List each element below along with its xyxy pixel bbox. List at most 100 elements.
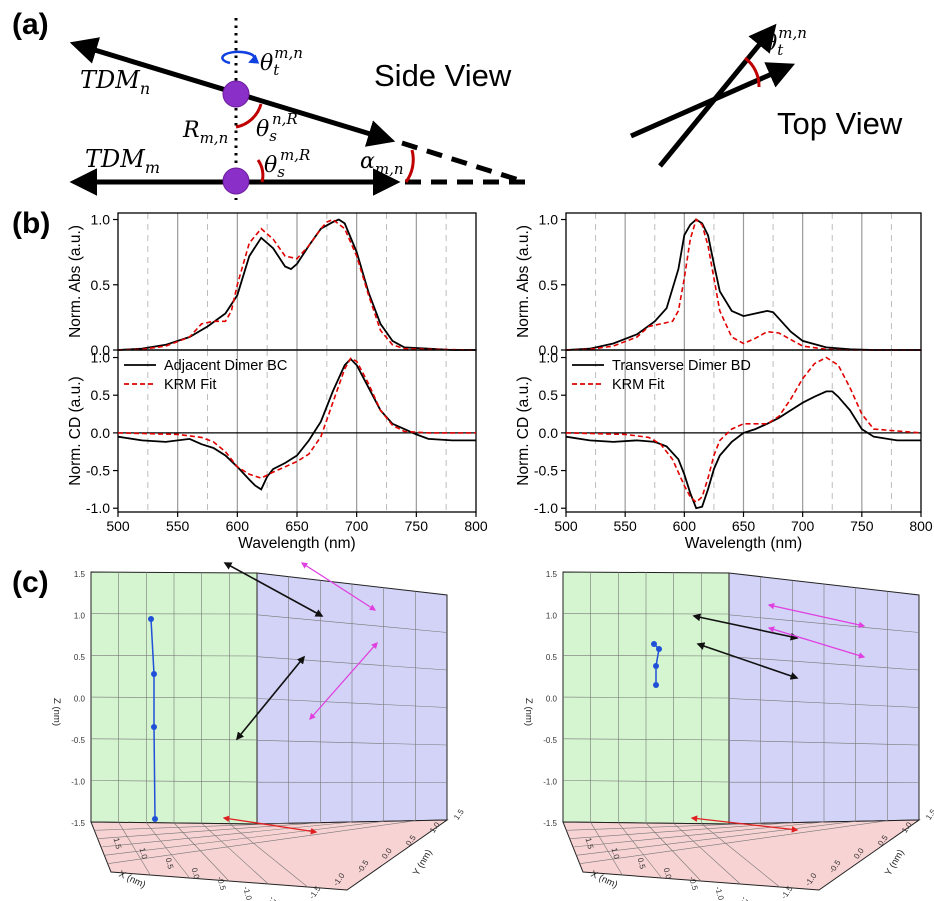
x-tick-label: -0.5 xyxy=(215,876,227,892)
legend-label: KRM Fit xyxy=(164,377,216,393)
x-tick-label: 0.5 xyxy=(164,857,176,871)
panel-b-label: (b) xyxy=(12,207,50,240)
grid-line xyxy=(618,822,662,879)
x-tick-label: 750 xyxy=(850,518,874,534)
y-axis-label: Y (nm) xyxy=(411,848,435,878)
side-view-label: Side View xyxy=(374,58,512,93)
z-tick-label: -1.0 xyxy=(71,778,85,787)
panel-b-charts: 0.0 0.5 1.0 Norm. Abs (a.u.) -1.0 -0.5 0.0 0.5 1… xyxy=(67,212,933,552)
grid-line xyxy=(118,822,151,876)
top-view-arc xyxy=(744,56,761,88)
plot3d-right: 1.5 1.0 0.5 0.0 -0.5 -1.0 -1.5 Z (nm) 1.5 1.0 0.5 0… xyxy=(523,570,934,901)
y-axis-label: Norm. Abs (a.u.) xyxy=(515,225,532,338)
chain-atom xyxy=(651,641,657,647)
x-tick-label: -1.0 xyxy=(713,886,725,901)
x-axis-label: Wavelength (nm) xyxy=(685,535,802,552)
chain-atom xyxy=(148,616,154,622)
z-axis-label: Z (nm) xyxy=(523,698,534,726)
fit-series-line xyxy=(117,218,477,351)
x-tick-label: 0.0 xyxy=(190,867,202,881)
y-tick-label: 0.5 xyxy=(91,277,111,293)
y-tick-label: 0.0 xyxy=(91,342,111,358)
x-tick-label: -0.5 xyxy=(687,876,699,892)
legend-label: Adjacent Dimer BC xyxy=(164,358,287,374)
z-tick-label: 1.0 xyxy=(74,612,86,621)
x-tick-label: 0.0 xyxy=(662,867,674,881)
y-tick-label: 0.5 xyxy=(539,277,559,293)
data-series-line xyxy=(565,390,921,510)
x-tick-label: 1.5 xyxy=(584,837,596,851)
data-series-line xyxy=(117,218,476,351)
chain-line xyxy=(653,643,660,685)
tdm-floor-projection xyxy=(690,815,799,833)
z-tick-label: -1.0 xyxy=(543,778,557,787)
x-tick-label: 500 xyxy=(106,518,130,534)
y-axis-label: Norm. Abs (a.u.) xyxy=(67,225,84,338)
x-tick-label: 0.5 xyxy=(636,857,648,871)
molecule-n xyxy=(222,80,250,108)
y-tick-label: 1.5 xyxy=(924,807,934,822)
y-tick-label: 1.0 xyxy=(539,350,559,366)
z-tick-label: 1.5 xyxy=(546,570,558,579)
y-tick-label: 1.0 xyxy=(91,350,111,366)
x-tick-label: 1.0 xyxy=(138,847,150,861)
y-axis-label: Norm. CD (a.u.) xyxy=(67,376,84,485)
z-tick-label: -0.5 xyxy=(543,736,557,745)
x-tick-label: 800 xyxy=(464,518,488,534)
x-tick-label: 550 xyxy=(613,518,637,534)
molecule-m xyxy=(222,167,250,195)
tdm-vector xyxy=(235,655,306,741)
fit-series-line xyxy=(565,218,921,351)
x-tick-label: 650 xyxy=(285,518,309,534)
chart-abs-left: 0.0 0.5 1.0 Norm. Abs (a.u.) xyxy=(67,212,477,358)
chart-cd-left: -1.0 -0.5 0.0 0.5 1.0 500 550 600 650 700 750 800 No… xyxy=(67,349,488,552)
y-tick-label: 1.0 xyxy=(539,212,559,228)
x-tick-label: 800 xyxy=(909,518,933,534)
y-tick-label: -0.5 xyxy=(534,463,558,479)
y-tick-label: 1.0 xyxy=(91,212,111,228)
chain-atom xyxy=(653,663,659,669)
top-view-tdm-2 xyxy=(629,62,796,139)
grid-line xyxy=(673,823,741,885)
y-tick-label: 0.0 xyxy=(539,342,559,358)
tdm-m-label: TDMm xyxy=(85,145,160,177)
z-tick-label: 1.0 xyxy=(546,612,558,621)
chain-line xyxy=(150,618,156,820)
chain-atom xyxy=(653,682,659,688)
panel-a: (a) TDMn TDMm Rm,n θtm,n θsn,R θsm,R αm,… xyxy=(12,8,903,200)
chain-atom xyxy=(656,646,662,652)
tdm-wall-projection xyxy=(767,602,866,629)
chart-abs-right: 0.0 0.5 1.0 Norm. Abs (a.u.) xyxy=(515,212,922,358)
chain-atom xyxy=(152,816,158,822)
y-tick-label: 0.0 xyxy=(539,425,559,441)
z-tick-label: 0.5 xyxy=(74,653,86,662)
z-tick-label: -1.5 xyxy=(543,819,557,828)
tdm-wall-projection xyxy=(309,642,378,720)
grid-line xyxy=(146,822,190,879)
top-view-label: Top View xyxy=(777,106,903,141)
x-tick-label: 600 xyxy=(673,518,697,534)
theta-s-mr-label: θsm,R xyxy=(264,146,310,181)
tdm-n-label: TDMn xyxy=(80,66,150,98)
x-tick-label: 700 xyxy=(345,518,369,534)
z-tick-label: 0.0 xyxy=(546,695,558,704)
theta-s-nr-label: θsn,R xyxy=(256,110,298,145)
y-axis-label: Y (nm) xyxy=(883,848,907,878)
z-tick-label: -0.5 xyxy=(71,736,85,745)
tdm-wall-projection xyxy=(300,562,377,611)
theta-t-label: θtm,n xyxy=(260,44,303,79)
x-tick-label: 750 xyxy=(405,518,429,534)
x-tick-label: -1.0 xyxy=(241,886,253,901)
tdm-wall-projection xyxy=(767,626,866,659)
tdm-floor-projection xyxy=(222,815,318,835)
x-tick-label: 1.5 xyxy=(112,837,124,851)
x-tick-label: -1.5 xyxy=(267,896,279,901)
x-tick-label: 500 xyxy=(554,518,578,534)
y-tick-label: -1.0 xyxy=(86,500,110,516)
r-label: Rm,n xyxy=(182,118,228,147)
z-axis-label: Z (nm) xyxy=(51,698,62,726)
y-tick-label: 0.5 xyxy=(91,387,111,403)
grid-line xyxy=(173,822,230,882)
top-theta-label: θtm,n xyxy=(764,24,807,59)
fit-series-line xyxy=(117,357,476,479)
